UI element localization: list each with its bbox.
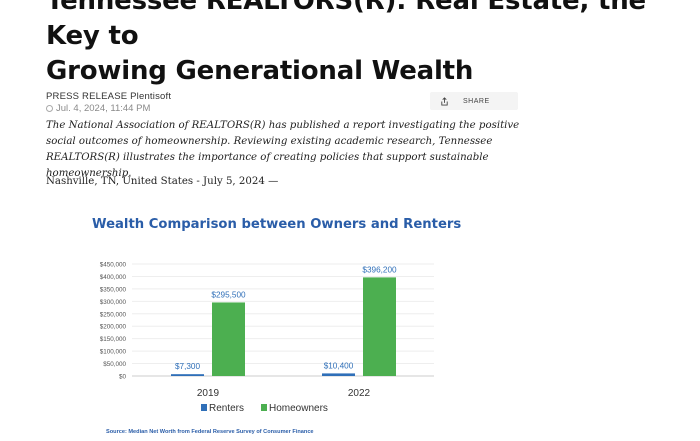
bar xyxy=(322,373,355,376)
legend-swatch xyxy=(201,404,207,411)
data-label: $295,500 xyxy=(211,290,246,299)
x-tick-label: 2019 xyxy=(197,388,220,399)
y-tick-label: $100,000 xyxy=(100,349,127,356)
share-icon xyxy=(441,96,448,106)
bar xyxy=(363,277,396,376)
data-label: $10,400 xyxy=(324,361,354,370)
y-tick-label: $300,000 xyxy=(100,299,127,306)
legend-swatch xyxy=(261,404,267,411)
legend-label: Homeowners xyxy=(269,403,328,414)
x-tick-label: 2022 xyxy=(348,388,371,399)
article-headline: Tennessee REALTORS(R): Real Estate, the … xyxy=(46,0,696,89)
publish-date: Jul. 4, 2024, 11:44 PM xyxy=(46,103,150,114)
y-tick-label: $50,000 xyxy=(103,361,126,368)
chart-title: Wealth Comparison between Owners and Ren… xyxy=(92,217,462,232)
byline: PRESS RELEASE Plentisoft xyxy=(46,91,172,102)
publish-date-text: Jul. 4, 2024, 11:44 PM xyxy=(56,103,151,114)
y-tick-label: $0 xyxy=(119,374,127,381)
headline-line-1: Tennessee REALTORS(R): Real Estate, the … xyxy=(46,0,646,51)
bar xyxy=(171,374,204,376)
y-tick-label: $250,000 xyxy=(100,311,127,318)
data-label: $396,200 xyxy=(362,265,397,274)
y-tick-label: $350,000 xyxy=(100,286,127,293)
clock-icon xyxy=(46,105,53,112)
headline-line-2: Growing Generational Wealth xyxy=(46,56,474,86)
y-tick-label: $150,000 xyxy=(100,336,127,343)
share-button[interactable]: SHARE xyxy=(430,92,518,110)
y-tick-label: $400,000 xyxy=(100,274,127,281)
bar xyxy=(212,302,245,376)
article-summary: The National Association of REALTORS(R) … xyxy=(46,120,520,179)
article-location: Nashville, TN, United States - July 5, 2… xyxy=(46,176,279,187)
data-label: $7,300 xyxy=(175,362,200,371)
chart-source: Source: Median Net Worth from Federal Re… xyxy=(106,429,314,435)
chart-canvas: $0 $50,000 $100,000 $150,000 $200,000 $250,00… xyxy=(100,262,434,414)
legend-label: Renters xyxy=(209,403,244,414)
share-label: SHARE xyxy=(463,97,490,105)
wealth-comparison-chart: Wealth Comparison between Owners and Ren… xyxy=(0,195,700,441)
y-tick-label: $200,000 xyxy=(100,324,127,331)
y-tick-label: $450,000 xyxy=(100,262,127,269)
